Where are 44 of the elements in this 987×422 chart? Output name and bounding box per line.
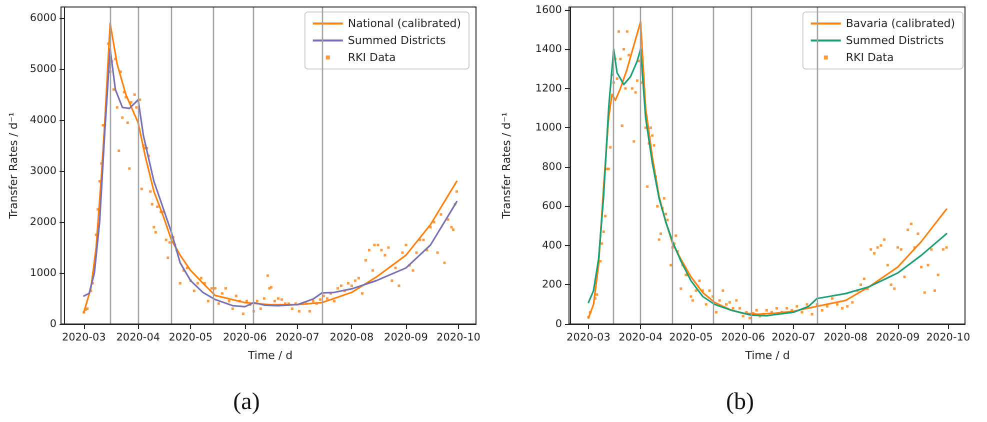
x-tick-label: 2020-06 bbox=[721, 332, 766, 344]
y-tick-label: 600 bbox=[542, 200, 562, 212]
y-tick-label: 1400 bbox=[535, 43, 562, 56]
x-axis-title: Time / d bbox=[744, 349, 790, 362]
x-axis-title: Time / d bbox=[247, 349, 293, 362]
y-tick-label: 1000 bbox=[30, 267, 57, 280]
legend-label: Bavaria (calibrated) bbox=[846, 17, 956, 30]
y-tick-label: 3000 bbox=[30, 165, 57, 178]
x-tick-label: 2020-03 bbox=[62, 332, 106, 344]
x-tick-label: 2020-10 bbox=[926, 332, 970, 344]
x-tick-label: 2020-07 bbox=[772, 332, 816, 344]
text: (b) bbox=[726, 389, 754, 415]
x-tick-label: 2020-08 bbox=[824, 332, 868, 344]
y-tick-label: 2000 bbox=[30, 216, 57, 228]
x-tick-label: 2020-05 bbox=[168, 332, 213, 344]
y-tick-label: 1000 bbox=[535, 122, 562, 134]
text: (a) bbox=[233, 389, 260, 415]
y-axis-title: Transfer Rates / d⁻¹ bbox=[500, 112, 513, 220]
y-tick-label: 0 bbox=[50, 318, 57, 330]
x-tick-label: 2020-05 bbox=[669, 332, 713, 344]
legend-label: RKI Data bbox=[846, 51, 894, 64]
y-tick-label: 1600 bbox=[535, 4, 562, 16]
x-tick-label: 2020-03 bbox=[566, 332, 610, 344]
x-tick-label: 2020-09 bbox=[384, 332, 428, 344]
x-tick-label: 2020-04 bbox=[116, 332, 160, 344]
y-tick-label: 1200 bbox=[535, 82, 562, 94]
y-tick-label: 800 bbox=[542, 160, 562, 173]
x-tick-label: 2020-07 bbox=[276, 332, 320, 344]
y-tick-label: 400 bbox=[542, 239, 562, 252]
x-tick-label: 2020-08 bbox=[330, 332, 374, 344]
x-tick-label: 2020-10 bbox=[436, 332, 480, 344]
x-tick-label: 2020-06 bbox=[222, 332, 268, 344]
y-tick-label: 6000 bbox=[30, 12, 57, 24]
legend-label: National (calibrated) bbox=[348, 17, 462, 30]
x-tick-label: 2020-09 bbox=[876, 332, 920, 344]
legend-label: RKI Data bbox=[348, 51, 396, 64]
y-tick-label: 5000 bbox=[30, 63, 57, 76]
y-tick-label: 200 bbox=[542, 278, 562, 291]
y-tick-label: 0 bbox=[555, 318, 562, 330]
x-tick-label: 2020-04 bbox=[618, 332, 663, 344]
y-axis-title: Transfer Rates / d⁻¹ bbox=[7, 112, 20, 220]
y-tick-label: 4000 bbox=[30, 114, 57, 126]
legend-label: Summed Districts bbox=[846, 34, 944, 47]
legend-label: Summed Districts bbox=[348, 34, 446, 47]
